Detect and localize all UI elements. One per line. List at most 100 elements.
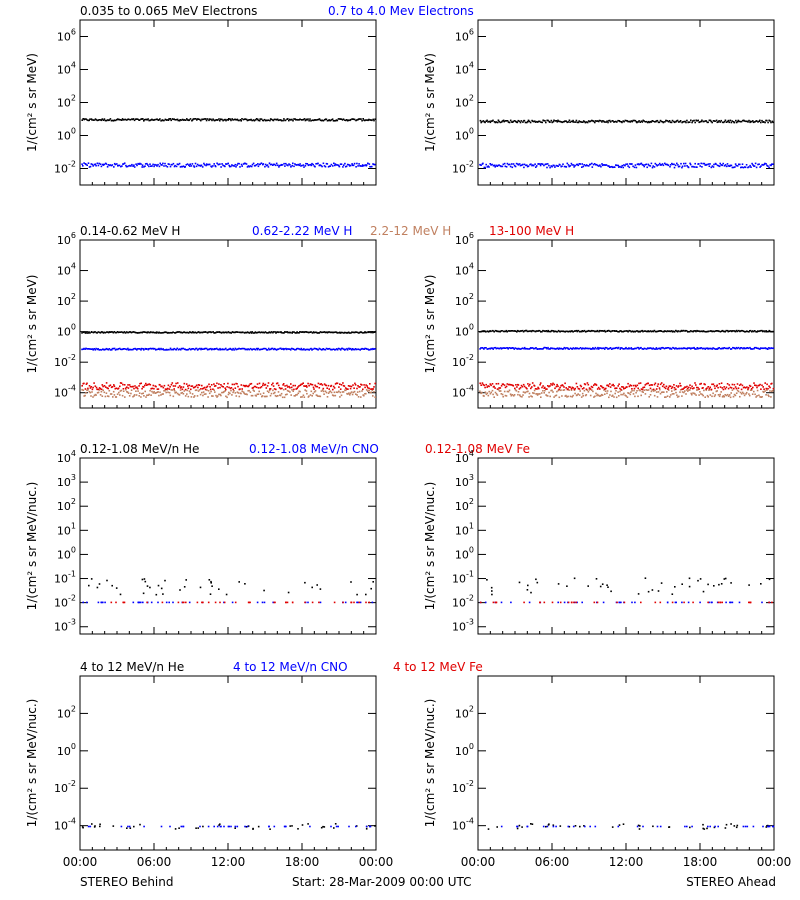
data-point (652, 390, 655, 392)
data-point (372, 581, 374, 583)
data-point (115, 396, 118, 398)
data-point (310, 120, 312, 122)
data-point (730, 582, 732, 584)
data-point (666, 163, 669, 166)
data-point (280, 331, 283, 334)
data-point (500, 385, 503, 387)
data-point (634, 601, 636, 604)
data-point (671, 119, 674, 122)
data-point (580, 121, 583, 123)
data-point (718, 395, 721, 398)
data-point (542, 825, 545, 828)
data-point (736, 120, 739, 123)
data-point (589, 330, 592, 333)
data-point (88, 166, 91, 168)
data-point (320, 383, 323, 385)
data-point (207, 825, 210, 828)
data-point (514, 330, 517, 332)
data-point (314, 119, 316, 121)
data-point (504, 394, 507, 397)
data-point (257, 119, 260, 122)
data-point (659, 383, 662, 386)
data-point (163, 165, 165, 167)
data-point (655, 330, 658, 333)
data-point (370, 166, 372, 168)
data-point (708, 165, 711, 167)
data-point (359, 601, 362, 604)
data-point (741, 166, 743, 168)
data-point (305, 390, 308, 392)
data-point (689, 163, 692, 166)
data-point (181, 332, 184, 334)
data-point (642, 391, 644, 393)
data-point (655, 347, 658, 349)
data-point (647, 590, 650, 593)
data-point (480, 121, 482, 124)
data-point (194, 348, 196, 351)
data-point (686, 119, 688, 122)
data-point (162, 119, 164, 122)
data-point (594, 330, 596, 333)
data-point (738, 120, 741, 123)
data-point (127, 825, 129, 828)
data-point (310, 390, 313, 393)
data-point (361, 384, 363, 386)
data-point (583, 387, 585, 389)
data-point (169, 347, 172, 350)
data-point (193, 166, 196, 168)
data-point (721, 329, 724, 332)
data-point (105, 163, 108, 165)
data-point (138, 348, 140, 350)
data-point (612, 347, 615, 350)
data-point (552, 391, 554, 393)
data-point (145, 396, 147, 398)
data-point (312, 348, 314, 350)
data-point (669, 165, 671, 168)
data-point (508, 389, 511, 392)
data-point (260, 348, 263, 351)
data-point (372, 331, 374, 334)
data-point (698, 330, 700, 332)
data-point (96, 162, 99, 165)
data-point (241, 347, 243, 350)
y-tick-label: 100 (57, 127, 76, 143)
data-point (291, 164, 293, 167)
data-point (651, 348, 653, 350)
data-point (766, 824, 769, 827)
data-point (751, 330, 754, 332)
data-point (314, 165, 316, 168)
data-point (546, 347, 548, 350)
data-point (606, 347, 608, 349)
data-point (105, 347, 108, 350)
data-point (274, 331, 276, 333)
data-point (171, 163, 173, 166)
data-point (112, 331, 115, 334)
data-point (519, 387, 522, 389)
data-point (752, 120, 754, 122)
data-point (703, 330, 705, 333)
data-point (89, 387, 92, 389)
data-point (371, 165, 373, 168)
data-point (116, 393, 119, 395)
data-point (289, 391, 291, 393)
y-tick-label: 10-4 (54, 384, 76, 400)
data-point (272, 119, 275, 122)
data-point (547, 346, 549, 349)
data-point (120, 165, 122, 168)
data-point (331, 118, 334, 120)
data-point (143, 349, 145, 351)
data-point (740, 347, 743, 349)
x-tick-label: 18:00 (683, 855, 718, 869)
data-point (622, 823, 625, 825)
data-point (647, 389, 650, 391)
data-point (639, 382, 642, 384)
data-point (110, 349, 113, 351)
data-point (506, 390, 509, 393)
data-point (730, 164, 733, 167)
data-point (133, 395, 135, 397)
data-point (632, 165, 634, 168)
data-point (342, 391, 345, 393)
y-tick-label: 102 (455, 94, 474, 110)
data-point (536, 393, 538, 395)
data-point (285, 331, 287, 333)
